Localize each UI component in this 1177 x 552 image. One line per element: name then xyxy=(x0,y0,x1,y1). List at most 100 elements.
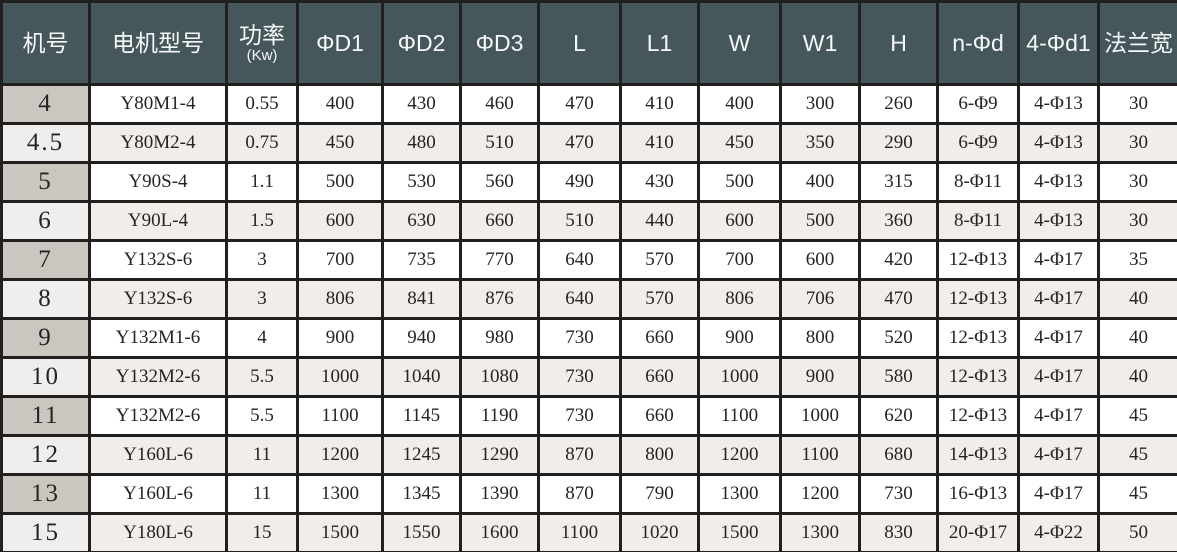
table-cell: 680 xyxy=(858,434,939,476)
header-cell-9: W1 xyxy=(779,0,861,86)
table-cell: 12-Φ13 xyxy=(936,317,1020,359)
machine-number-cell: 15 xyxy=(0,512,91,552)
machine-number-cell: 6 xyxy=(0,200,91,242)
table-body: 4 Y80M1-4 0.55 400 430 460 470 410 400 300 260 6-Φ9… xyxy=(0,83,1177,552)
table-row: 10 Y132M2-6 5.5 1000 1040 1080 730 660 1000 900 58… xyxy=(0,356,1177,398)
table-cell: 630 xyxy=(381,200,462,242)
table-cell: 0.55 xyxy=(225,83,299,125)
table-cell: 50 xyxy=(1097,512,1177,552)
table-cell: 560 xyxy=(459,161,540,203)
table-cell: 45 xyxy=(1097,434,1177,476)
table-cell: 11 xyxy=(225,473,299,515)
table-cell: 735 xyxy=(381,239,462,281)
header-cell-2: 功率 (Kw) xyxy=(225,0,299,86)
table-cell: 1.1 xyxy=(225,161,299,203)
table-row: 4 Y80M1-4 0.55 400 430 460 470 410 400 300 260 6-Φ9… xyxy=(0,83,1177,125)
table-cell: 8-Φ11 xyxy=(936,161,1020,203)
header-label: W1 xyxy=(802,29,838,56)
table-cell: 730 xyxy=(537,356,622,398)
table-cell: 706 xyxy=(779,278,861,320)
table-cell: 1040 xyxy=(381,356,462,398)
table-cell: 1000 xyxy=(296,356,384,398)
table-cell: Y132M2-6 xyxy=(88,356,228,398)
header-label: ΦD3 xyxy=(475,29,524,56)
table-cell: 15 xyxy=(225,512,299,552)
table-cell: Y160L-6 xyxy=(88,434,228,476)
table-cell: 4-Φ17 xyxy=(1017,239,1100,281)
table-cell: 360 xyxy=(858,200,939,242)
table-cell: 4-Φ17 xyxy=(1017,317,1100,359)
table-cell: 870 xyxy=(537,434,622,476)
table-cell: 580 xyxy=(858,356,939,398)
table-cell: Y80M2-4 xyxy=(88,122,228,164)
header-label: 机号 xyxy=(22,29,69,56)
table-row: 8 Y132S-6 3 806 841 876 640 570 806 706 470 12-Φ13 4… xyxy=(0,278,1177,320)
table-cell: 4-Φ17 xyxy=(1017,473,1100,515)
table-cell: 1600 xyxy=(459,512,540,552)
table-cell: 730 xyxy=(537,317,622,359)
header-label: 法兰宽 xyxy=(1104,29,1173,56)
header-sublabel: (Kw) xyxy=(246,46,278,64)
table-cell: 500 xyxy=(697,161,782,203)
header-label: W xyxy=(728,29,751,56)
table-cell: 1000 xyxy=(697,356,782,398)
table-cell: 4 xyxy=(225,317,299,359)
machine-number-cell: 10 xyxy=(0,356,91,398)
table-cell: 5.5 xyxy=(225,395,299,437)
table-cell: 1390 xyxy=(459,473,540,515)
table-cell: 410 xyxy=(619,122,700,164)
table-cell: 440 xyxy=(619,200,700,242)
table-cell: 420 xyxy=(858,239,939,281)
table-cell: 806 xyxy=(697,278,782,320)
table-cell: 520 xyxy=(858,317,939,359)
header-cell-5: ΦD3 xyxy=(459,0,540,86)
table-cell: 450 xyxy=(697,122,782,164)
table-cell: 660 xyxy=(459,200,540,242)
machine-number-cell: 4.5 xyxy=(0,122,91,164)
header-label: ΦD2 xyxy=(397,29,446,56)
table-cell: 40 xyxy=(1097,317,1177,359)
table-cell: 4-Φ17 xyxy=(1017,434,1100,476)
table-cell: 4-Φ22 xyxy=(1017,512,1100,552)
table-cell: 8-Φ11 xyxy=(936,200,1020,242)
table-cell: 30 xyxy=(1097,83,1177,125)
table-cell: 1550 xyxy=(381,512,462,552)
table-cell: Y132S-6 xyxy=(88,278,228,320)
table-cell: 12-Φ13 xyxy=(936,395,1020,437)
header-cell-3: ΦD1 xyxy=(296,0,384,86)
table-cell: 30 xyxy=(1097,200,1177,242)
table-cell: 1300 xyxy=(296,473,384,515)
table-cell: 35 xyxy=(1097,239,1177,281)
table-cell: 30 xyxy=(1097,122,1177,164)
table-cell: 4-Φ13 xyxy=(1017,161,1100,203)
table-cell: 430 xyxy=(619,161,700,203)
table-cell: 12-Φ13 xyxy=(936,278,1020,320)
machine-number-cell: 9 xyxy=(0,317,91,359)
table-row: 7 Y132S-6 3 700 735 770 640 570 700 600 420 12-Φ13 4… xyxy=(0,239,1177,281)
table-cell: 1290 xyxy=(459,434,540,476)
table-cell: 800 xyxy=(779,317,861,359)
table-row: 13 Y160L-6 11 1300 1345 1390 870 790 1300 1200 730… xyxy=(0,473,1177,515)
table-cell: 400 xyxy=(779,161,861,203)
table-row: 11 Y132M2-6 5.5 1100 1145 1190 730 660 1100 1000 6… xyxy=(0,395,1177,437)
table-cell: 500 xyxy=(296,161,384,203)
table-cell: 12-Φ13 xyxy=(936,356,1020,398)
table-cell: 1200 xyxy=(296,434,384,476)
table-cell: 470 xyxy=(537,122,622,164)
header-cell-8: W xyxy=(697,0,782,86)
table-cell: 841 xyxy=(381,278,462,320)
header-label: n-Φd xyxy=(952,29,1004,56)
table-cell: 600 xyxy=(779,239,861,281)
table-cell: 900 xyxy=(697,317,782,359)
table-cell: 640 xyxy=(537,278,622,320)
table-cell: 600 xyxy=(296,200,384,242)
table-cell: 790 xyxy=(619,473,700,515)
header-cell-10: H xyxy=(858,0,939,86)
table-cell: 30 xyxy=(1097,161,1177,203)
table-cell: 600 xyxy=(697,200,782,242)
table-cell: 1145 xyxy=(381,395,462,437)
table-cell: 830 xyxy=(858,512,939,552)
